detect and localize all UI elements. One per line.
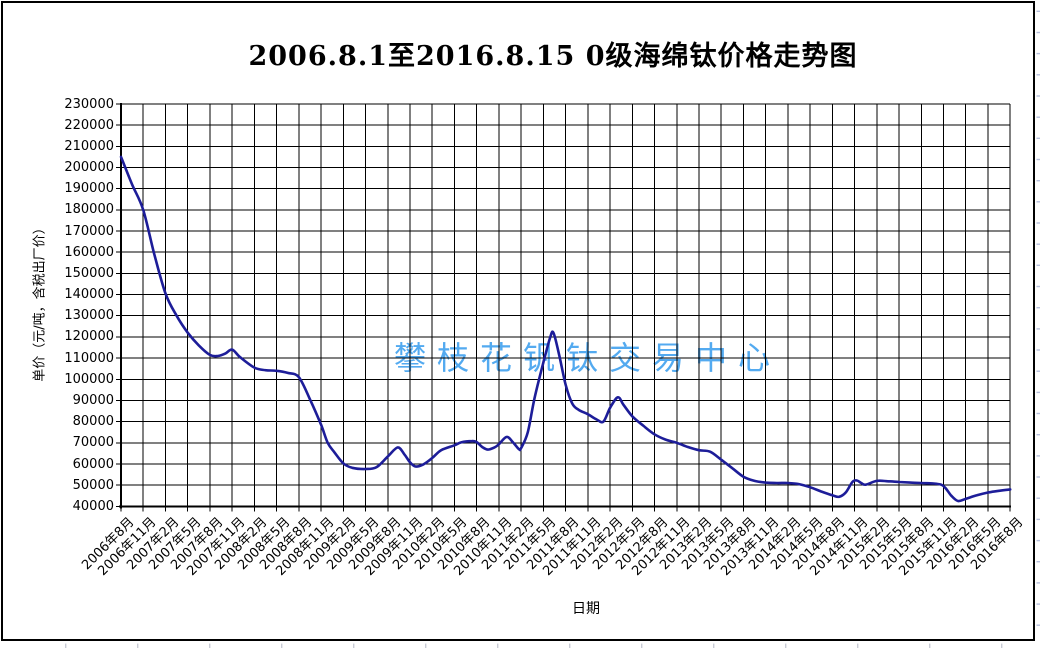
y-tick-label: 200000 (64, 160, 114, 175)
chart-title: 2006.8.1至2016.8.15 0级海绵钛价格走势图 (248, 41, 858, 72)
sheet-gridline-marks-bottom (65, 643, 1003, 648)
y-tick-label: 180000 (64, 202, 114, 218)
y-tick-label: 150000 (64, 265, 114, 281)
y-tick-label: 70000 (72, 435, 114, 451)
y-tick-label: 160000 (64, 244, 114, 260)
sheet-gridline-marks-right (1036, 10, 1040, 626)
price-line-series (119, 155, 1012, 503)
y-tick-label: 50000 (72, 477, 114, 493)
y-tick-label: 170000 (64, 223, 114, 239)
x-axis-title: 日期 (572, 601, 600, 617)
y-tick-label: 90000 (72, 392, 114, 408)
tick-marks (116, 103, 1011, 512)
gridlines (120, 103, 1011, 507)
y-tick-label: 190000 (64, 181, 114, 197)
y-tick-label: 110000 (64, 350, 114, 366)
y-tick-label: 100000 (64, 371, 114, 387)
y-tick-label: 120000 (64, 329, 114, 345)
y-tick-label: 210000 (64, 138, 114, 154)
y-tick-label: 130000 (64, 308, 114, 324)
y-tick-label: 80000 (72, 414, 114, 430)
y-tick-label: 230000 (64, 96, 114, 112)
y-tick-label: 140000 (64, 287, 114, 303)
y-tick-label: 60000 (72, 456, 114, 472)
y-tick-label: 220000 (64, 117, 114, 133)
y-axis-title: 单价（元/吨，含税出厂价） (32, 221, 48, 382)
y-tick-label: 40000 (72, 498, 114, 514)
